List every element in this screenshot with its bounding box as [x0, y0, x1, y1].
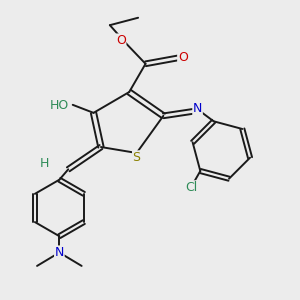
- Text: S: S: [133, 151, 141, 164]
- Text: H: H: [40, 157, 49, 170]
- Text: Cl: Cl: [185, 181, 197, 194]
- Text: N: N: [193, 102, 202, 115]
- Text: N: N: [55, 246, 64, 259]
- Text: O: O: [116, 34, 126, 47]
- Text: O: O: [178, 51, 188, 64]
- Text: HO: HO: [50, 99, 69, 112]
